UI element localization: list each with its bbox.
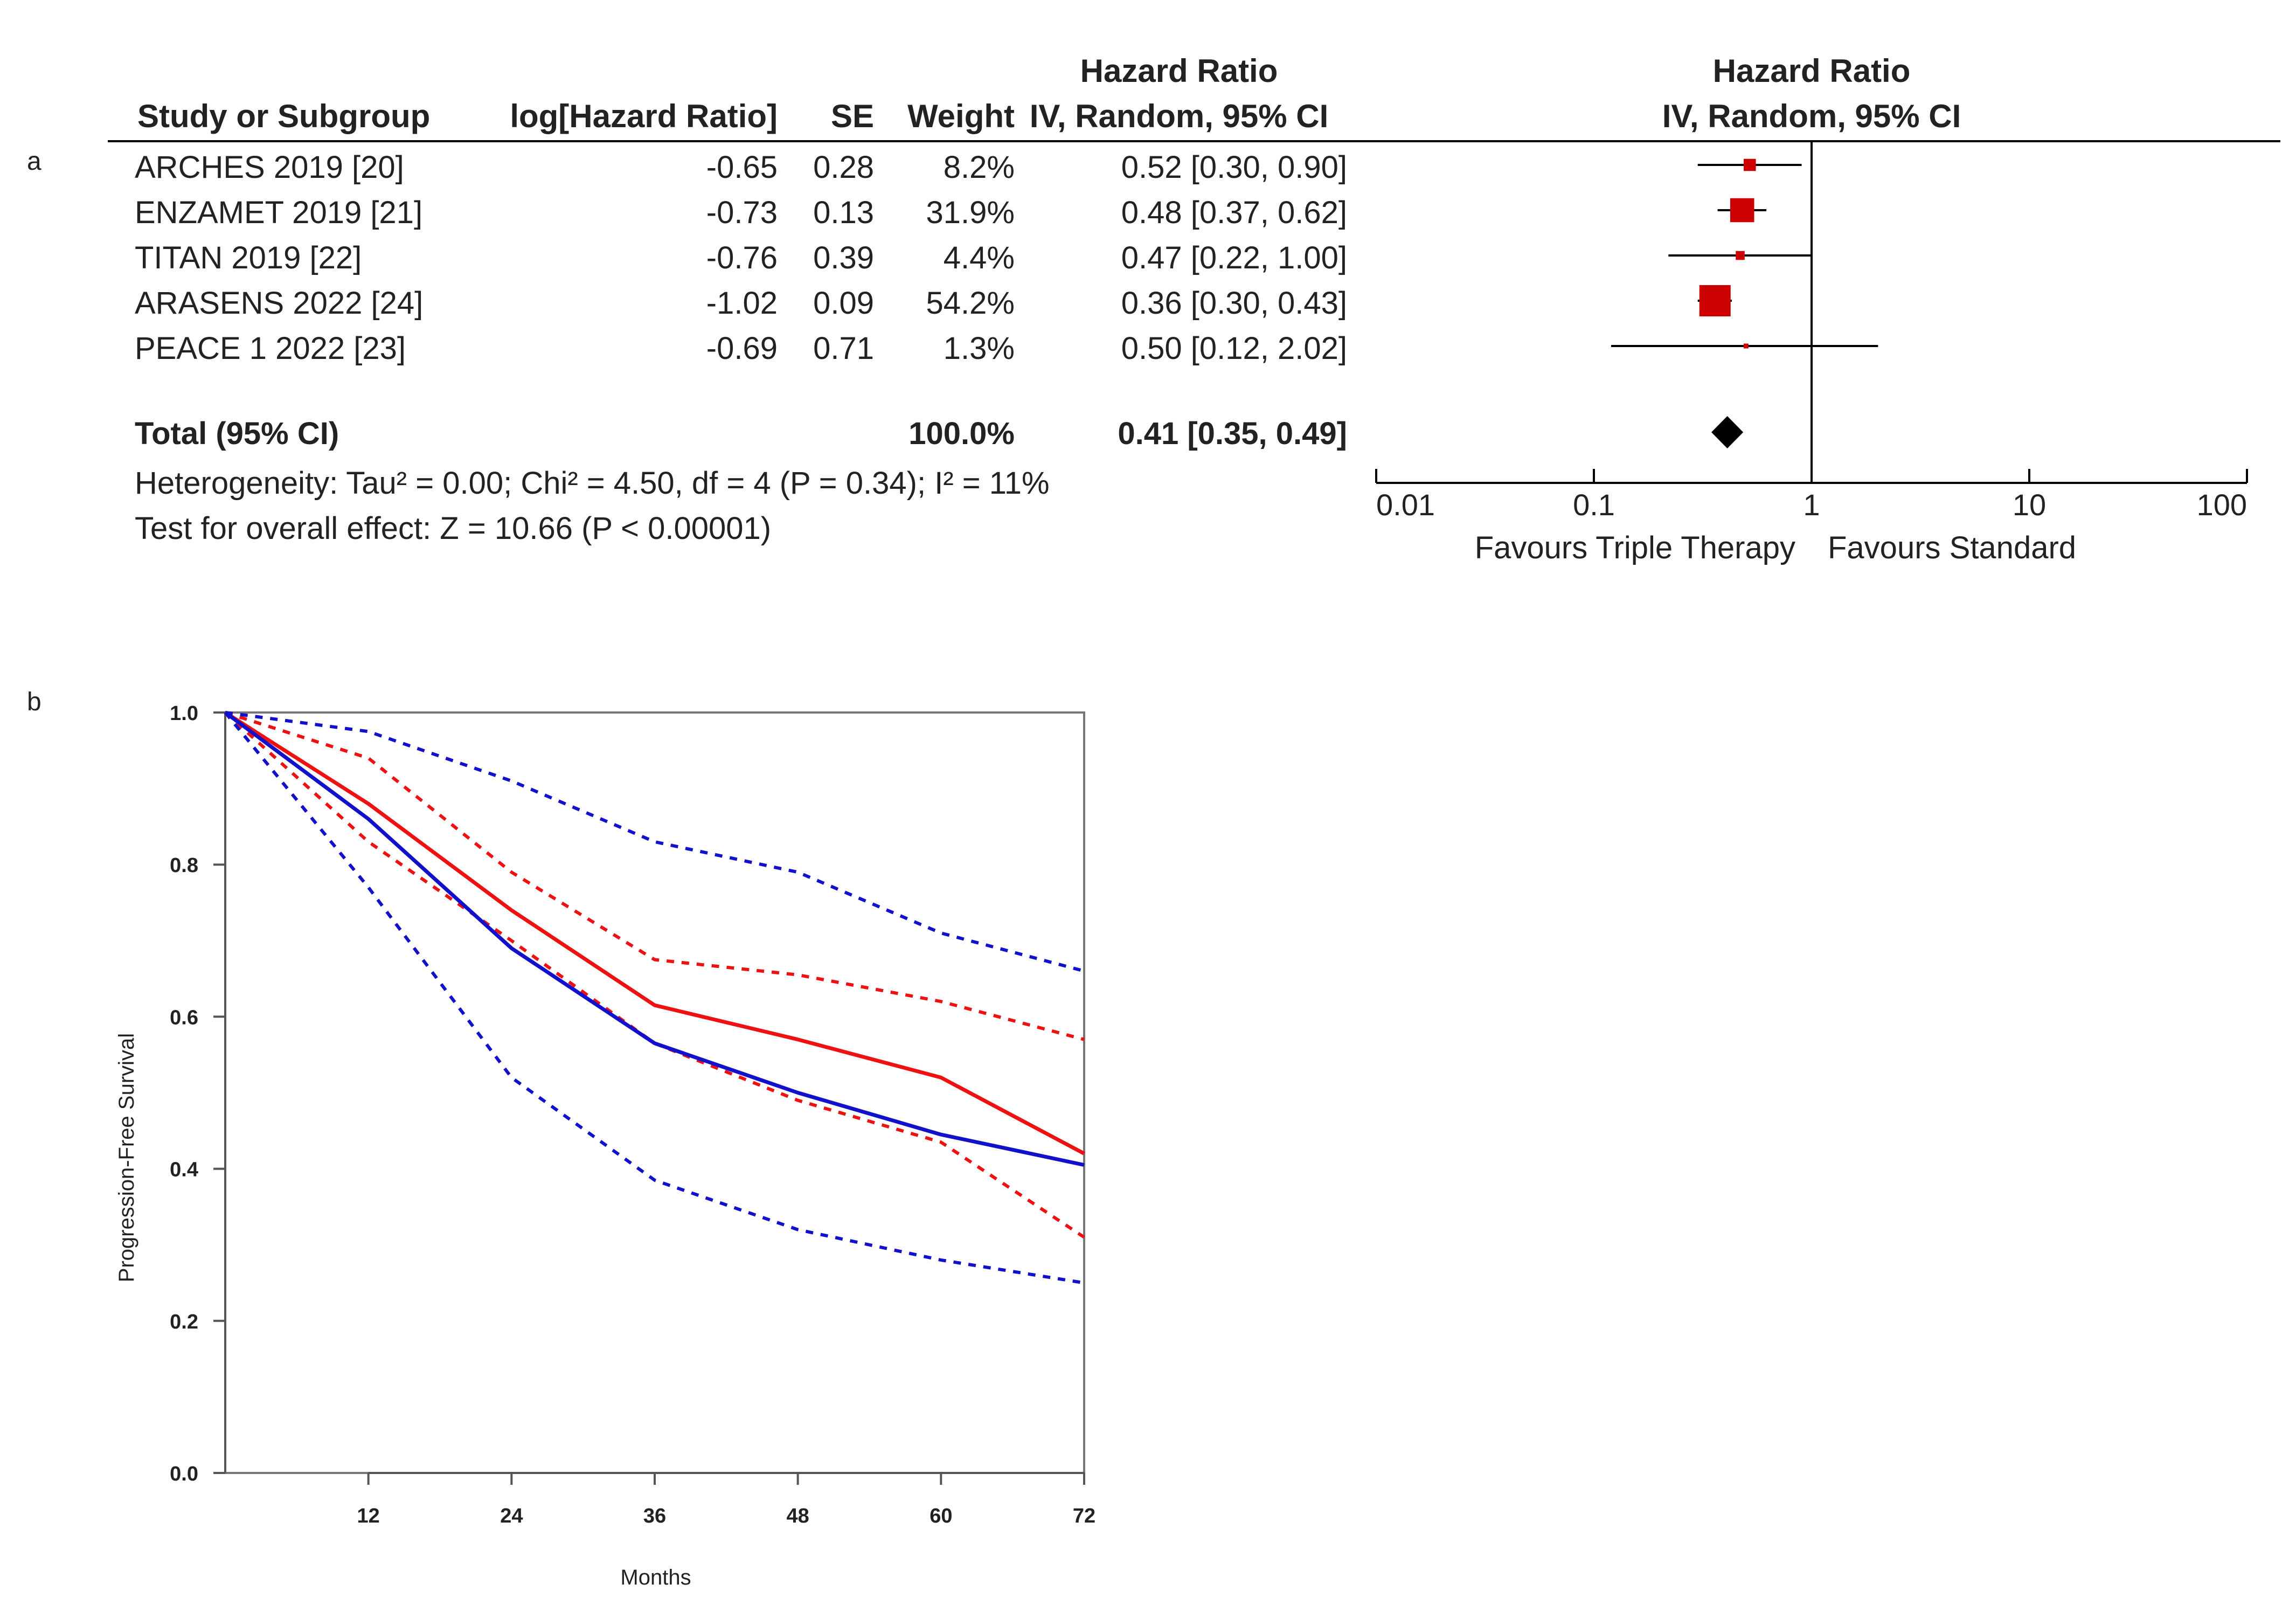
series-line-solid-0 [224,711,1085,1156]
total-label: Total (95% CI) [135,416,339,451]
study-loghr: -1.02 [706,286,778,321]
study-point-marker [1743,343,1749,349]
x-tick-label: 48 [787,1505,809,1527]
y-tick-label: 1.0 [170,702,198,725]
study-se: 0.39 [813,240,874,275]
study-weight: 8.2% [944,150,1015,185]
x-tick-label: 36 [643,1505,666,1527]
header-study: Study or Subgroup [137,98,430,134]
study-ci: 0.50 [0.12, 2.02] [1121,331,1347,366]
header-plot-top: Hazard Ratio [1713,53,1911,89]
forest-tick-label: 10 [2013,488,2046,522]
header-loghr: log[Hazard Ratio] [510,98,778,134]
y-tick-label: 0.6 [170,1006,198,1029]
y-tick-label: 0.0 [170,1463,198,1485]
study-se: 0.71 [813,331,874,366]
study-weight: 54.2% [926,286,1015,321]
study-point-marker [1743,158,1756,171]
panel-label-b: b [27,688,41,716]
plot-frame [224,711,1085,1474]
table-row: ARASENS 2022 [24] -1.02 0.09 54.2% 0.36 … [135,286,1347,321]
forest-tick-label: 0.1 [1573,488,1615,522]
study-name: TITAN 2019 [22] [135,240,362,275]
header-weight: Weight [907,98,1015,134]
header-plot-bottom: IV, Random, 95% CI [1662,98,1961,134]
x-tick-label: 72 [1073,1505,1095,1527]
study-weight: 31.9% [926,195,1015,230]
x-axis-label: Months [620,1566,691,1589]
study-se: 0.28 [813,150,874,185]
y-axis-label: Progression-Free Survival [115,1033,138,1282]
study-name: ARASENS 2022 [24] [135,286,423,321]
x-tick-label: 12 [357,1505,380,1527]
total-ci: 0.41 [0.35, 0.49] [1118,416,1347,451]
study-loghr: -0.65 [706,150,778,185]
series-line-dotted-1 [225,711,1085,1041]
forest-header: Study or Subgroup log[Hazard Ratio] SE W… [108,53,2280,142]
study-weight: 4.4% [944,240,1015,275]
study-point-marker [1730,198,1754,223]
header-hr-top: Hazard Ratio [1080,53,1278,89]
series-line-dotted-5 [224,711,1085,1285]
study-ci: 0.48 [0.37, 0.62] [1121,195,1347,230]
study-ci: 0.36 [0.30, 0.43] [1121,286,1347,321]
total-weight: 100.0% [908,416,1015,451]
survival-chart: Months Progression-Free Survival 0.0 0.2 0… [115,702,1095,1589]
panel-label-a: a [27,147,41,176]
forest-tick-label: 0.01 [1376,488,1435,522]
header-se: SE [831,98,874,134]
study-loghr: -0.73 [706,195,778,230]
study-ci: 0.47 [0.22, 1.00] [1121,240,1347,275]
study-loghr: -0.69 [706,331,778,366]
study-ci: 0.52 [0.30, 0.90] [1121,150,1347,185]
study-loghr: -0.76 [706,240,778,275]
study-weight: 1.3% [944,331,1015,366]
series-line-dotted-4 [225,711,1085,973]
table-row: PEACE 1 2022 [23] -0.69 0.71 1.3% 0.50 [… [135,331,1347,366]
forest-plot: 0.01 0.1 1 10 100 Favours Triple Therapy Favou… [1375,141,2248,565]
table-row: ARCHES 2019 [20] -0.65 0.28 8.2% 0.52 [0… [135,150,1347,185]
x-tick-label: 24 [500,1505,523,1527]
study-point-marker [1699,285,1731,316]
x-tick-label: 60 [930,1505,952,1527]
study-name: PEACE 1 2022 [23] [135,331,406,366]
study-rows: ARCHES 2019 [20] -0.65 0.28 8.2% 0.52 [0… [135,150,1347,546]
table-row: ENZAMET 2019 [21] -0.73 0.13 31.9% 0.48 … [135,195,1347,230]
study-name: ARCHES 2019 [20] [135,150,404,185]
y-tick-label: 0.4 [170,1159,198,1181]
y-tick-label: 0.2 [170,1311,198,1333]
overall-effect-text: Test for overall effect: Z = 10.66 (P < … [135,511,771,546]
study-point-marker [1736,251,1745,260]
forest-tick-label: 100 [2197,488,2247,522]
series-line-dotted-2 [224,711,1085,1239]
table-row: TITAN 2019 [22] -0.76 0.39 4.4% 0.47 [0.… [135,240,1347,275]
header-hr-bottom: IV, Random, 95% CI [1030,98,1329,134]
forest-tick-label: 1 [1803,488,1820,522]
heterogeneity-text: Heterogeneity: Tau² = 0.00; Chi² = 4.50,… [135,466,1050,501]
study-se: 0.09 [813,286,874,321]
y-tick-label: 0.8 [170,854,198,877]
total-diamond [1711,416,1744,448]
favours-left-label: Favours Triple Therapy [1475,530,1795,565]
total-row: Total (95% CI) 100.0% 0.41 [0.35, 0.49] [135,416,1347,451]
series-line-solid-3 [224,711,1085,1167]
study-se: 0.13 [813,195,874,230]
study-name: ENZAMET 2019 [21] [135,195,422,230]
favours-right-label: Favours Standard [1828,530,2076,565]
